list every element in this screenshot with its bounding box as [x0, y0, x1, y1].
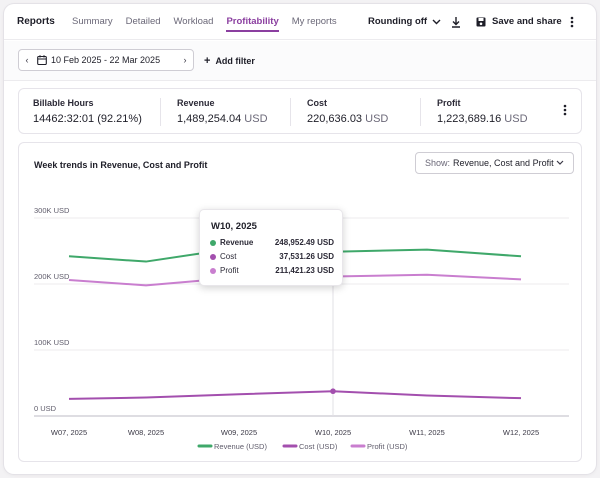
y-tick-label: 200K USD	[34, 272, 70, 281]
tab-label: Workload	[173, 16, 214, 27]
tooltip-series-value: 37,531.26 USD	[279, 252, 334, 261]
tab-workload[interactable]: Workload	[174, 4, 214, 40]
save-and-share-button[interactable]: Save and share	[476, 16, 562, 27]
line-chart[interactable]: 0 USD 100K USD 200K USD 300K USD W07, 2025 W0…	[19, 143, 581, 461]
currency-unit: USD	[365, 113, 389, 125]
currency-unit: USD	[244, 113, 268, 125]
x-tick-label: W08, 2025	[128, 428, 164, 437]
legend-label: Profit (USD)	[367, 442, 408, 451]
more-options-icon[interactable]	[560, 103, 570, 117]
metric-label: Cost	[307, 98, 327, 108]
metric-value: 220,636.03 USD	[307, 113, 388, 125]
y-tick-label: 0 USD	[34, 404, 57, 413]
metric-value: 14462:32:01 (92.21%)	[33, 113, 142, 125]
previous-period-icon[interactable]: ‹	[25, 55, 29, 65]
series-select-value: Revenue, Cost and Profit	[453, 158, 554, 168]
profit-dot-icon	[210, 268, 216, 274]
tab-summary[interactable]: Summary	[72, 4, 113, 40]
metric-value: 1,223,689.16 USD	[437, 113, 528, 125]
y-tick-label: 300K USD	[34, 206, 70, 215]
add-filter-button[interactable]: + Add filter	[204, 55, 255, 67]
top-nav: Reports Summary Detailed Workload Profit…	[4, 4, 596, 40]
more-options-icon[interactable]	[567, 15, 577, 29]
date-range-picker: ‹ 10 Feb 2025 - 22 Mar 2025 ›	[18, 49, 194, 71]
revenue-dot-icon	[210, 240, 216, 246]
chevron-down-icon	[556, 160, 564, 165]
x-tick-label: W10, 2025	[315, 428, 351, 437]
currency-unit: USD	[504, 113, 528, 125]
series-line-cost	[68, 390, 522, 400]
app-window: Reports Summary Detailed Workload Profit…	[4, 4, 596, 474]
rounding-dropdown[interactable]: Rounding off	[368, 16, 441, 27]
data-point	[330, 388, 336, 395]
save-icon	[476, 17, 486, 26]
chart-title: Week trends in Revenue, Cost and Profit	[34, 160, 208, 170]
legend-label: Revenue (USD)	[214, 442, 267, 451]
tooltip-series-name: Cost	[220, 252, 237, 261]
metric-label: Billable Hours	[33, 98, 94, 108]
calendar-icon	[37, 55, 47, 65]
filter-bar: ‹ 10 Feb 2025 - 22 Mar 2025 › + Add filt…	[4, 41, 596, 81]
tooltip-row-cost: Cost 37,531.26 USD	[210, 251, 334, 263]
chevron-down-icon	[432, 19, 441, 24]
profit-amount: 1,223,689.16	[437, 113, 502, 125]
plus-icon: +	[204, 55, 211, 67]
cost-amount: 220,636.03	[307, 113, 363, 125]
tooltip-title: W10, 2025	[211, 221, 257, 232]
divider	[290, 98, 291, 126]
metric-billable-hours: Billable Hours 14462:32:01 (92.21%)	[33, 98, 142, 125]
chart-card: Week trends in Revenue, Cost and Profit …	[18, 142, 582, 462]
x-tick-label: W11, 2025	[409, 428, 445, 437]
y-tick-label: 100K USD	[34, 338, 70, 347]
report-tabs: Summary Detailed Workload Profitability …	[72, 4, 350, 40]
save-and-share-label: Save and share	[492, 16, 562, 27]
x-tick-label: W07, 2025	[51, 428, 87, 437]
add-filter-label: Add filter	[215, 56, 255, 66]
metric-profit: Profit 1,223,689.16 USD	[437, 98, 528, 125]
tooltip-series-name: Profit	[220, 266, 239, 275]
series-select[interactable]: Show: Revenue, Cost and Profit	[415, 152, 574, 174]
cost-dot-icon	[210, 254, 216, 260]
metric-revenue: Revenue 1,489,254.04 USD	[177, 98, 268, 125]
rounding-label: Rounding off	[368, 16, 428, 27]
tab-detailed[interactable]: Detailed	[126, 4, 161, 40]
tooltip-series-value: 211,421.23 USD	[275, 266, 334, 275]
chart-tooltip: W10, 2025 Revenue 248,952.49 USD Cost 37…	[199, 209, 343, 286]
tab-label: Summary	[72, 16, 113, 27]
next-period-icon[interactable]: ›	[183, 55, 187, 65]
tab-profitability[interactable]: Profitability	[226, 4, 279, 40]
tab-label: Detailed	[125, 16, 161, 27]
tab-label: My reports	[291, 16, 337, 27]
metric-value: 1,489,254.04 USD	[177, 113, 268, 125]
tooltip-row-revenue: Revenue 248,952.49 USD	[210, 237, 334, 249]
revenue-amount: 1,489,254.04	[177, 113, 242, 125]
divider	[420, 98, 421, 126]
tab-label: Profitability	[226, 16, 279, 32]
summary-card: Billable Hours 14462:32:01 (92.21%) Reve…	[18, 88, 582, 134]
tooltip-series-name: Revenue	[220, 238, 254, 247]
tooltip-row-profit: Profit 211,421.23 USD	[210, 265, 334, 277]
date-range-value[interactable]: 10 Feb 2025 - 22 Mar 2025	[51, 55, 161, 65]
series-select-prefix: Show:	[425, 158, 451, 168]
x-tick-label: W12, 2025	[503, 428, 539, 437]
legend-label: Cost (USD)	[299, 442, 338, 451]
metric-label: Revenue	[177, 98, 215, 108]
page-title: Reports	[17, 16, 55, 27]
metric-label: Profit	[437, 98, 461, 108]
tooltip-series-value: 248,952.49 USD	[274, 238, 334, 247]
divider	[160, 98, 161, 126]
x-tick-label: W09, 2025	[221, 428, 257, 437]
download-icon[interactable]	[449, 15, 463, 29]
tab-my-reports[interactable]: My reports	[292, 4, 337, 40]
metric-cost: Cost 220,636.03 USD	[307, 98, 388, 125]
